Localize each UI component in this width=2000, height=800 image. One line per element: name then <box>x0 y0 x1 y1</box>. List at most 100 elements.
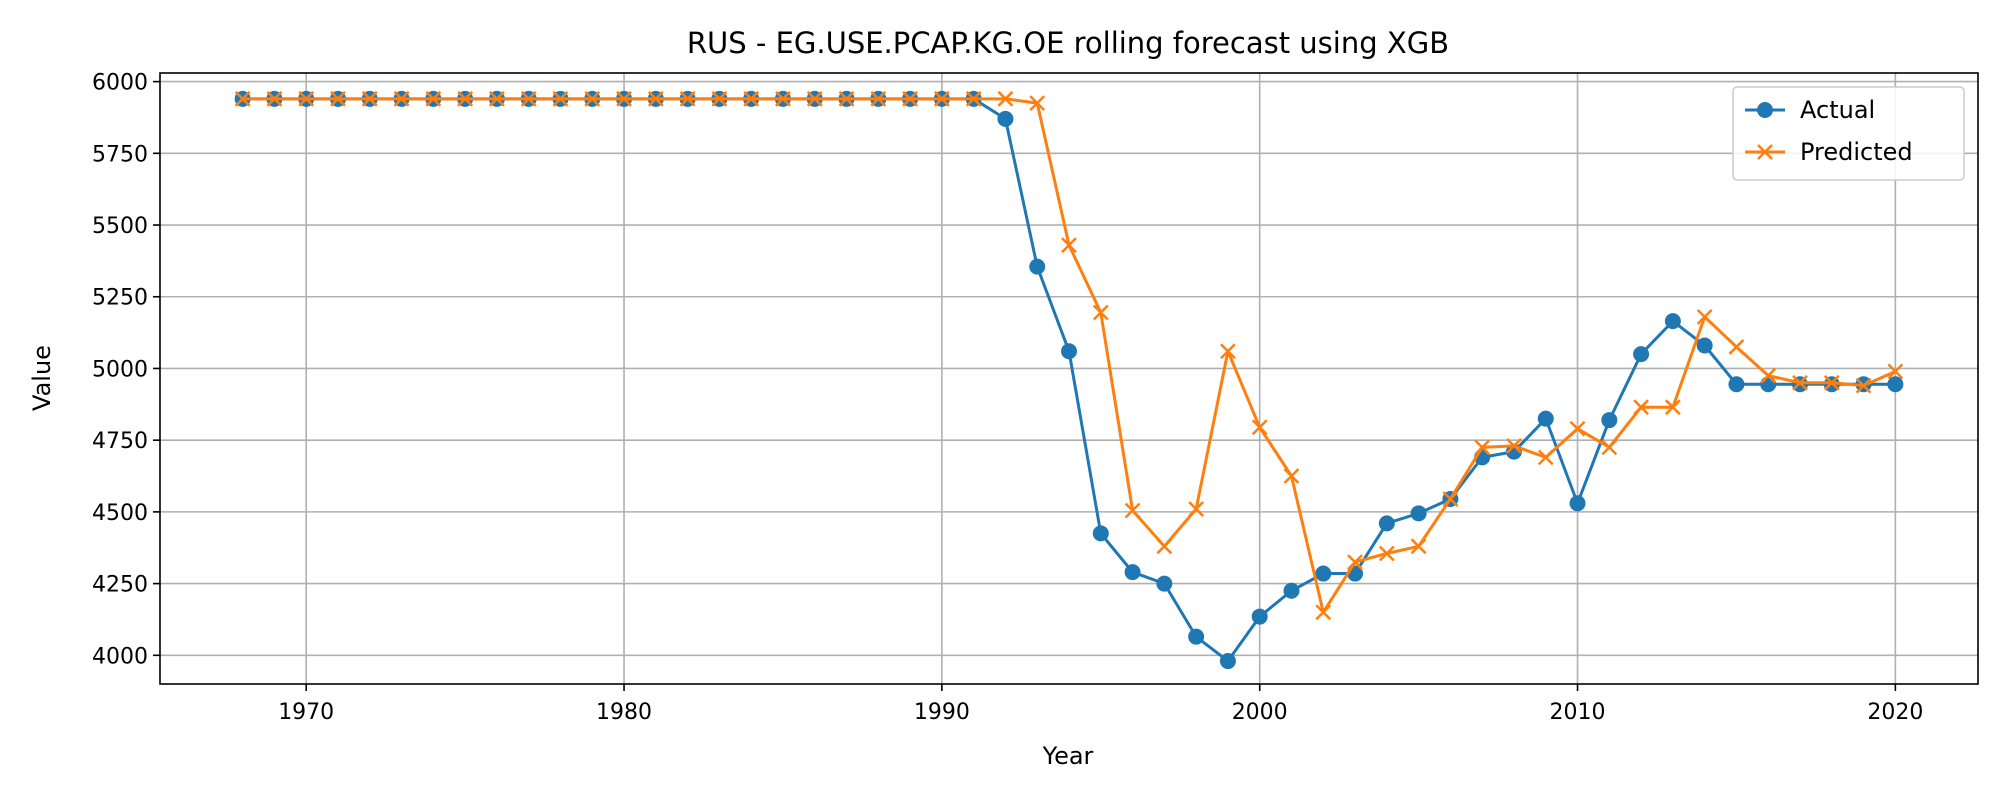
point-predicted <box>933 90 950 107</box>
point-actual <box>1410 505 1427 522</box>
point-actual <box>1156 575 1173 592</box>
series-layer <box>234 90 1904 670</box>
point-actual <box>1760 376 1777 393</box>
point-actual <box>1124 564 1141 581</box>
point-predicted <box>647 90 664 107</box>
point-predicted <box>775 90 791 107</box>
point-predicted <box>552 90 569 107</box>
point-actual <box>1029 258 1046 275</box>
point-actual <box>1633 346 1650 363</box>
point-predicted <box>234 90 251 107</box>
y-tick-label: 4000 <box>92 644 148 669</box>
point-actual <box>1537 410 1554 427</box>
point-predicted <box>1315 604 1332 621</box>
point-predicted <box>1633 399 1649 416</box>
point-predicted <box>1792 374 1808 391</box>
point-predicted <box>743 90 760 107</box>
y-tick-label: 5750 <box>92 142 148 167</box>
point-predicted <box>1283 468 1300 484</box>
point-actual <box>1188 628 1205 645</box>
y-tick-label: 4500 <box>92 501 148 526</box>
y-tick-label: 5000 <box>92 357 148 382</box>
point-predicted <box>870 90 887 107</box>
point-predicted <box>361 90 378 107</box>
point-predicted <box>489 90 505 107</box>
point-predicted <box>1378 545 1395 562</box>
x-tick-label: 1970 <box>278 700 334 725</box>
x-axis-label: Year <box>1042 742 1094 770</box>
x-tick-label: 2000 <box>1232 700 1288 725</box>
legend-marker-actual <box>1757 102 1773 118</box>
plot-frame <box>159 72 1979 685</box>
y-tick-label: 4250 <box>92 573 148 598</box>
point-predicted <box>1156 538 1173 555</box>
point-predicted <box>806 90 823 107</box>
point-predicted <box>1506 438 1522 454</box>
point-predicted <box>679 90 696 107</box>
point-predicted <box>1569 420 1586 437</box>
x-tick-label: 1990 <box>914 700 970 725</box>
x-tick-label: 2010 <box>1550 700 1606 725</box>
series-predicted <box>234 90 1904 621</box>
point-predicted <box>1664 399 1681 416</box>
point-actual <box>1315 565 1332 582</box>
point-actual <box>1378 515 1395 532</box>
point-predicted <box>1823 374 1840 391</box>
point-predicted <box>838 90 855 107</box>
point-actual <box>1601 412 1618 429</box>
y-tick-label: 5500 <box>92 214 148 239</box>
legend-label-actual: Actual <box>1800 96 1875 124</box>
point-actual <box>1251 608 1268 625</box>
point-predicted <box>298 90 315 107</box>
point-predicted <box>1728 339 1745 355</box>
y-tick-label: 6000 <box>92 71 148 96</box>
y-tick-label: 5250 <box>92 286 148 311</box>
point-predicted <box>965 90 982 107</box>
point-predicted <box>1029 95 1046 112</box>
legend-label-predicted: Predicted <box>1800 138 1913 166</box>
point-predicted <box>1251 419 1268 436</box>
point-predicted <box>1601 439 1618 456</box>
point-predicted <box>1696 308 1713 325</box>
point-predicted <box>1855 377 1872 394</box>
point-predicted <box>584 90 601 107</box>
y-axis-label: Value <box>28 345 56 411</box>
point-predicted <box>1188 501 1205 517</box>
point-actual <box>1061 343 1077 360</box>
point-predicted <box>1347 554 1363 570</box>
point-predicted <box>330 90 346 107</box>
legend-box <box>1732 86 1965 181</box>
point-predicted <box>1061 237 1077 253</box>
y-axis-ticks: 4000 4250 4500 4750 5000 5250 5500 5750 6000 <box>92 71 160 669</box>
point-predicted <box>1410 538 1427 555</box>
x-tick-label: 2020 <box>1867 700 1923 725</box>
point-predicted <box>616 90 632 107</box>
y-tick-label: 4750 <box>92 429 148 454</box>
point-predicted <box>393 90 410 107</box>
point-predicted <box>1092 304 1109 321</box>
point-actual <box>997 110 1014 127</box>
legend-marker-predicted <box>1757 144 1773 160</box>
point-actual <box>1283 582 1300 599</box>
point-predicted <box>1474 439 1491 456</box>
point-actual <box>1092 525 1109 542</box>
point-predicted <box>1887 363 1904 380</box>
chart-title: RUS - EG.USE.PCAP.KG.OE rolling forecast… <box>687 26 1449 60</box>
point-predicted <box>1760 367 1777 384</box>
point-actual <box>1887 376 1904 393</box>
point-actual <box>1664 313 1681 330</box>
x-axis-ticks: 1970 1980 1990 2000 2010 2020 <box>278 684 1923 725</box>
point-predicted <box>266 90 283 107</box>
x-tick-label: 1980 <box>596 700 652 725</box>
point-predicted <box>520 90 537 107</box>
point-predicted <box>711 90 728 107</box>
point-predicted <box>902 90 918 107</box>
point-actual <box>1219 653 1236 670</box>
point-predicted <box>1124 502 1141 519</box>
legend: Actual Predicted <box>1732 86 1965 181</box>
point-predicted <box>425 90 442 107</box>
point-predicted <box>1442 491 1459 507</box>
point-predicted <box>457 90 474 107</box>
point-actual <box>1569 495 1586 512</box>
